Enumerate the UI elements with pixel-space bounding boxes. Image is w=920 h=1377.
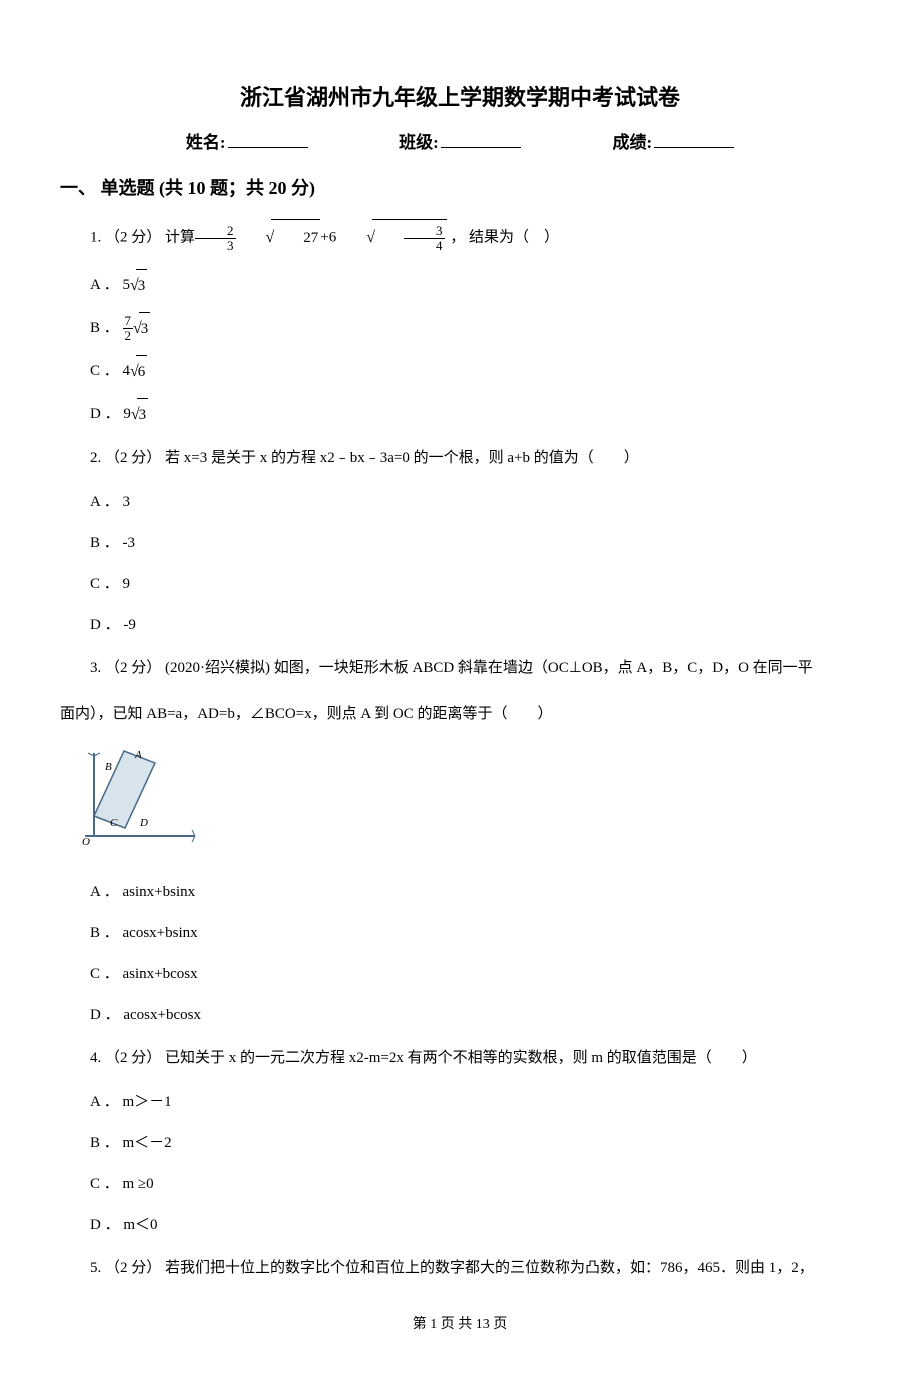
q1-option-b: B ． 72√3 [60,311,860,346]
question-3-line1: 3. （2 分） (2020·绍兴模拟) 如图，一块矩形木板 ABCD 斜靠在墙… [60,650,860,686]
q3-option-a: A ． asinx+bsinx [60,876,860,909]
q1-b-prefix: B ． [90,320,123,336]
q1-b-frac-den: 2 [123,329,134,343]
q2-option-d: D ． -9 [60,609,860,642]
q3-figure: B A C D O [80,748,860,856]
q1-option-d: D ． 9√3 [60,397,860,432]
label-c: C [110,817,118,829]
q1-c-sqrt: √6 [130,354,147,389]
q1-d-sqrt-val: 3 [137,398,149,432]
class-field: 班级: [399,129,521,156]
name-blank[interactable] [228,130,308,148]
q1-frac1: 23 [195,224,236,254]
q1-plus: +6 [320,230,336,246]
q2-option-b: B ． -3 [60,527,860,560]
score-field: 成绩: [612,129,734,156]
q2-option-c: C ． 9 [60,568,860,601]
q1-a-sqrt-val: 3 [136,269,148,303]
page-footer: 第 1 页 共 13 页 [60,1314,860,1336]
label-a: A [134,749,142,761]
q1-a-sqrt: √3 [130,268,147,303]
q3-diagram: B A C D O [80,748,200,848]
q1-a-prefix: A ． 5 [90,277,130,293]
q3-option-d: D ． acosx+bcosx [60,999,860,1032]
q1-b-frac: 72 [123,314,134,344]
q1-frac1-den: 3 [195,239,236,253]
q1-b-sqrt-val: 3 [139,312,151,346]
q1-frac2-num: 3 [404,224,445,239]
q4-option-a: A ． m＞－1 [60,1086,860,1119]
q1-prefix: 1. （2 分） 计算 [90,230,195,246]
info-row: 姓名: 班级: 成绩: [60,129,860,156]
name-field: 姓名: [186,129,308,156]
label-d: D [139,817,148,829]
label-o: O [82,836,90,848]
score-blank[interactable] [654,130,734,148]
question-5: 5. （2 分） 若我们把十位上的数字比个位和百位上的数字都大的三位数称为凸数，… [60,1250,860,1286]
exam-title: 浙江省湖州市九年级上学期数学期中考试试卷 [60,80,860,115]
q1-c-sqrt-val: 6 [136,355,148,389]
q1-frac2-den: 4 [404,239,445,253]
name-label: 姓名: [186,129,226,156]
question-4: 4. （2 分） 已知关于 x 的一元二次方程 x2-m=2x 有两个不相等的实… [60,1040,860,1076]
q1-suffix: ， 结果为（ ） [447,230,560,246]
label-b: B [105,761,112,773]
q1-b-sqrt: √3 [133,311,150,346]
q1-d-prefix: D ． 9 [90,406,131,422]
q1-sqrt2: √34 [336,219,446,257]
q1-option-c: C ． 4√6 [60,354,860,389]
q4-option-b: B ． m＜－2 [60,1127,860,1160]
q4-option-d: D ． m＜0 [60,1209,860,1242]
q1-sqrt1: √27 [236,219,321,257]
q1-b-frac-num: 7 [123,314,134,329]
q1-frac1-num: 2 [195,224,236,239]
question-2: 2. （2 分） 若 x=3 是关于 x 的方程 x2﹣bx﹣3a=0 的一个根… [60,440,860,476]
q1-option-a: A ． 5√3 [60,268,860,303]
q3-option-b: B ． acosx+bsinx [60,917,860,950]
score-label: 成绩: [612,129,652,156]
q1-c-prefix: C ． 4 [90,363,130,379]
class-blank[interactable] [441,130,521,148]
class-label: 班级: [399,129,439,156]
q4-option-c: C ． m ≥0 [60,1168,860,1201]
q1-frac2: 34 [404,224,445,254]
q3-option-c: C ． asinx+bcosx [60,958,860,991]
q1-d-sqrt: √3 [131,397,148,432]
question-1: 1. （2 分） 计算23√27+6√34 ， 结果为（ ） [60,219,860,257]
q2-option-a: A ． 3 [60,486,860,519]
question-3-line2: 面内），已知 AB=a，AD=b，∠BCO=x，则点 A 到 OC 的距离等于（… [60,696,860,732]
q1-sqrt1-val: 27 [271,219,320,256]
section-1-header: 一、 单选题 (共 10 题；共 20 分) [60,174,860,203]
